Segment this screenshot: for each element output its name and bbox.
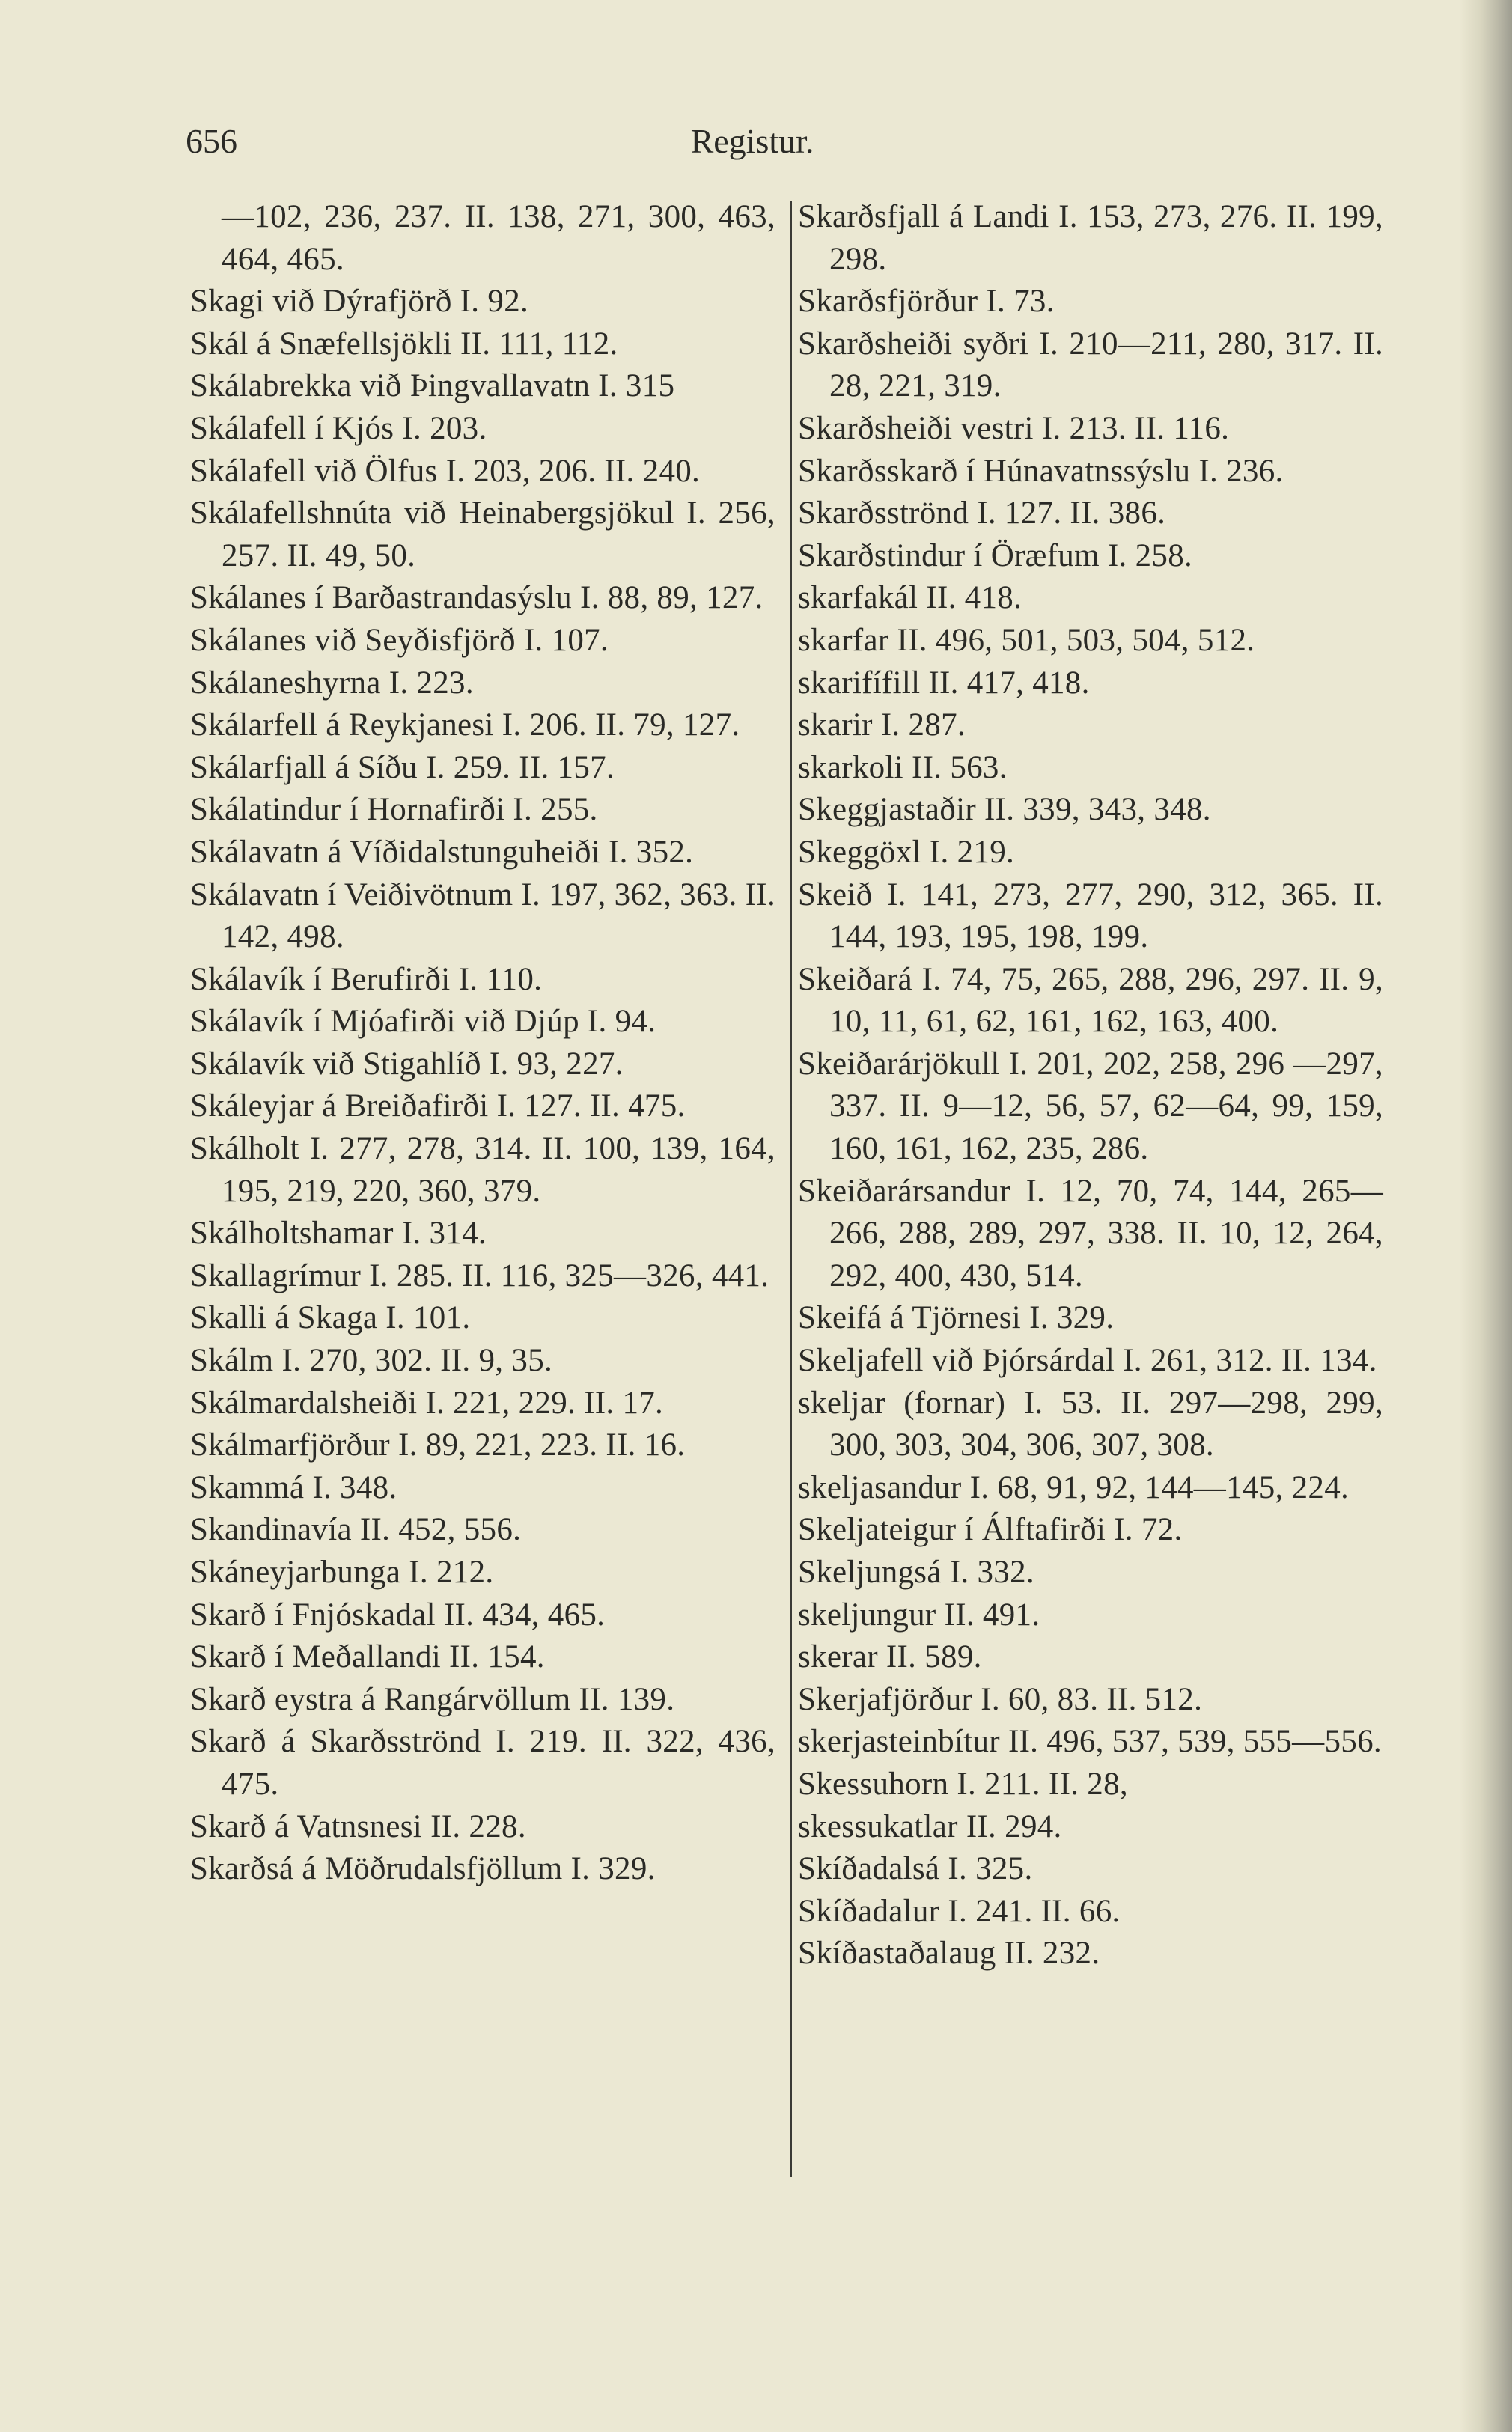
index-entry: Skeiðará I. 74, 75, 265, 288, 296, 297. … bbox=[798, 961, 1383, 1040]
index-entry: Skandinavía II. 452, 556. bbox=[190, 1512, 522, 1548]
index-entry: Skessuhorn I. 211. II. 28, bbox=[798, 1766, 1128, 1802]
index-entry: Skáleyjar á Breiðafirði I. 127. II. 475. bbox=[190, 1088, 686, 1124]
index-entry: Skarð á Skarðsströnd I. 219. II. 322, 43… bbox=[190, 1724, 775, 1802]
index-entry: Skálatindur í Hornafirði I. 255. bbox=[190, 792, 598, 828]
book-edge-shadow bbox=[1460, 0, 1512, 2432]
index-column-left: —102, 236, 237. II. 138, 271, 300, 463, … bbox=[190, 196, 775, 1891]
page-number: 656 bbox=[186, 122, 237, 160]
index-entry: Skalli á Skaga I. 101. bbox=[190, 1300, 471, 1336]
index-entry: Skerjafjörður I. 60, 83. II. 512. bbox=[798, 1681, 1203, 1717]
index-entry: Skálavík við Stigahlíð I. 93, 227. bbox=[190, 1046, 624, 1082]
index-entry: Skarð á Vatnsnesi II. 228. bbox=[190, 1808, 526, 1844]
index-entry: Skeljungsá I. 332. bbox=[798, 1555, 1034, 1590]
index-entry: Skálavík í Mjóafirði við Djúp I. 94. bbox=[190, 1004, 656, 1040]
index-entry: Skálanes í Barðastrandasýslu I. 88, 89, … bbox=[190, 580, 763, 616]
index-entry: Skeljateigur í Álftafirði I. 72. bbox=[798, 1512, 1183, 1548]
index-entry: skeljar (fornar) I. 53. II. 297—298, 299… bbox=[798, 1385, 1383, 1463]
index-entry: Skeiðarársandur I. 12, 70, 74, 144, 265—… bbox=[798, 1173, 1383, 1293]
index-entry: Skálavík í Berufirði I. 110. bbox=[190, 961, 543, 997]
index-entry: skarifífill II. 417, 418. bbox=[798, 665, 1090, 701]
index-entry: Skálabrekka við Þingvallavatn I. 315 bbox=[190, 368, 675, 404]
index-entry: skarkoli II. 563. bbox=[798, 749, 1008, 785]
index-entry: Skál á Snæfellsjökli II. 111, 112. bbox=[190, 326, 618, 362]
index-entry: Skammá I. 348. bbox=[190, 1469, 397, 1505]
index-entry: Skálholt I. 277, 278, 314. II. 100, 139,… bbox=[190, 1131, 775, 1209]
index-entry: Skarð í Meðallandi II. 154. bbox=[190, 1639, 545, 1675]
index-entry: Skeljafell við Þjórsárdal I. 261, 312. I… bbox=[798, 1343, 1377, 1379]
index-entry: Skarðsheiði vestri I. 213. II. 116. bbox=[798, 410, 1230, 446]
index-entry: skeljungur II. 491. bbox=[798, 1597, 1040, 1633]
index-entry: Skálavatn á Víðidalstunguheiði I. 352. bbox=[190, 834, 694, 870]
index-entry: Skarð eystra á Rangárvöllum II. 139. bbox=[190, 1681, 675, 1717]
index-entry: skerjasteinbítur II. 496, 537, 539, 555—… bbox=[798, 1724, 1382, 1760]
index-entry: Skarðsskarð í Húnavatnssýslu I. 236. bbox=[798, 453, 1284, 489]
index-entry: Skagi við Dýrafjörð I. 92. bbox=[190, 284, 529, 320]
index-entry: skarfar II. 496, 501, 503, 504, 512. bbox=[798, 622, 1255, 658]
index-entry: Skálafell við Ölfus I. 203, 206. II. 240… bbox=[190, 453, 701, 489]
index-entry: Skálafell í Kjós I. 203. bbox=[190, 410, 487, 446]
index-entry: Skarðsheiði syðri I. 210—211, 280, 317. … bbox=[798, 326, 1383, 404]
index-entry: Skálafellshnúta við Heinabergsjökul I. 2… bbox=[190, 496, 775, 573]
index-entry: Skeifá á Tjörnesi I. 329. bbox=[798, 1300, 1115, 1336]
index-entry: Skeggöxl I. 219. bbox=[798, 834, 1015, 870]
index-entry: Skálanes við Seyðisfjörð I. 107. bbox=[190, 622, 609, 658]
index-entry: Skálaneshyrna I. 223. bbox=[190, 665, 474, 701]
index-entry: Skarðsá á Möðrudalsfjöllum I. 329. bbox=[190, 1851, 656, 1887]
index-entry: Skarðsströnd I. 127. II. 386. bbox=[798, 496, 1166, 531]
index-entry: Skálarfell á Reykjanesi I. 206. II. 79, … bbox=[190, 707, 740, 743]
index-entry: Skíðadalsá I. 325. bbox=[798, 1851, 1033, 1887]
index-entry: skarfakál II. 418. bbox=[798, 580, 1022, 616]
index-entry: Skeggjastaðir II. 339, 343, 348. bbox=[798, 792, 1211, 828]
index-entry: Skálavatn í Veiðivötnum I. 197, 362, 363… bbox=[190, 877, 775, 955]
index-entry: skarir I. 287. bbox=[798, 707, 966, 743]
index-entry: skeljasandur I. 68, 91, 92, 144—145, 224… bbox=[798, 1469, 1350, 1505]
index-entry: Skeið I. 141, 273, 277, 290, 312, 365. I… bbox=[798, 877, 1383, 955]
index-entry-continuation: —102, 236, 237. II. 138, 271, 300, 463, … bbox=[222, 199, 775, 277]
index-entry: skessukatlar II. 294. bbox=[798, 1808, 1062, 1844]
running-head: Registur. bbox=[690, 122, 814, 160]
index-entry: Skíðastaðalaug II. 232. bbox=[798, 1936, 1100, 1972]
index-entry: Skarðstindur í Öræfum I. 258. bbox=[798, 537, 1193, 573]
index-entry: Skálarfjall á Síðu I. 259. II. 157. bbox=[190, 749, 615, 785]
index-entry: Skallagrímur I. 285. II. 116, 325—326, 4… bbox=[190, 1258, 769, 1293]
index-column-right: Skarðsfjall á Landi I. 153, 273, 276. II… bbox=[798, 196, 1383, 1975]
index-entry: Skíðadalur I. 241. II. 66. bbox=[798, 1893, 1121, 1929]
index-entry: Skeiðarárjökull I. 201, 202, 258, 296 —2… bbox=[798, 1046, 1383, 1167]
index-entry: Skálmardalsheiði I. 221, 229. II. 17. bbox=[190, 1385, 664, 1421]
index-entry: skerar II. 589. bbox=[798, 1639, 982, 1675]
index-entry: Skáneyjarbunga I. 212. bbox=[190, 1555, 494, 1590]
column-divider bbox=[790, 201, 792, 2177]
index-entry: Skarðsfjörður I. 73. bbox=[798, 284, 1055, 320]
index-entry: Skarðsfjall á Landi I. 153, 273, 276. II… bbox=[798, 199, 1383, 277]
index-entry: Skálmarfjörður I. 89, 221, 223. II. 16. bbox=[190, 1427, 686, 1463]
index-entry: Skálholtshamar I. 314. bbox=[190, 1216, 487, 1252]
index-entry: Skálm I. 270, 302. II. 9, 35. bbox=[190, 1343, 553, 1379]
index-entry: Skarð í Fnjóskadal II. 434, 465. bbox=[190, 1597, 606, 1633]
